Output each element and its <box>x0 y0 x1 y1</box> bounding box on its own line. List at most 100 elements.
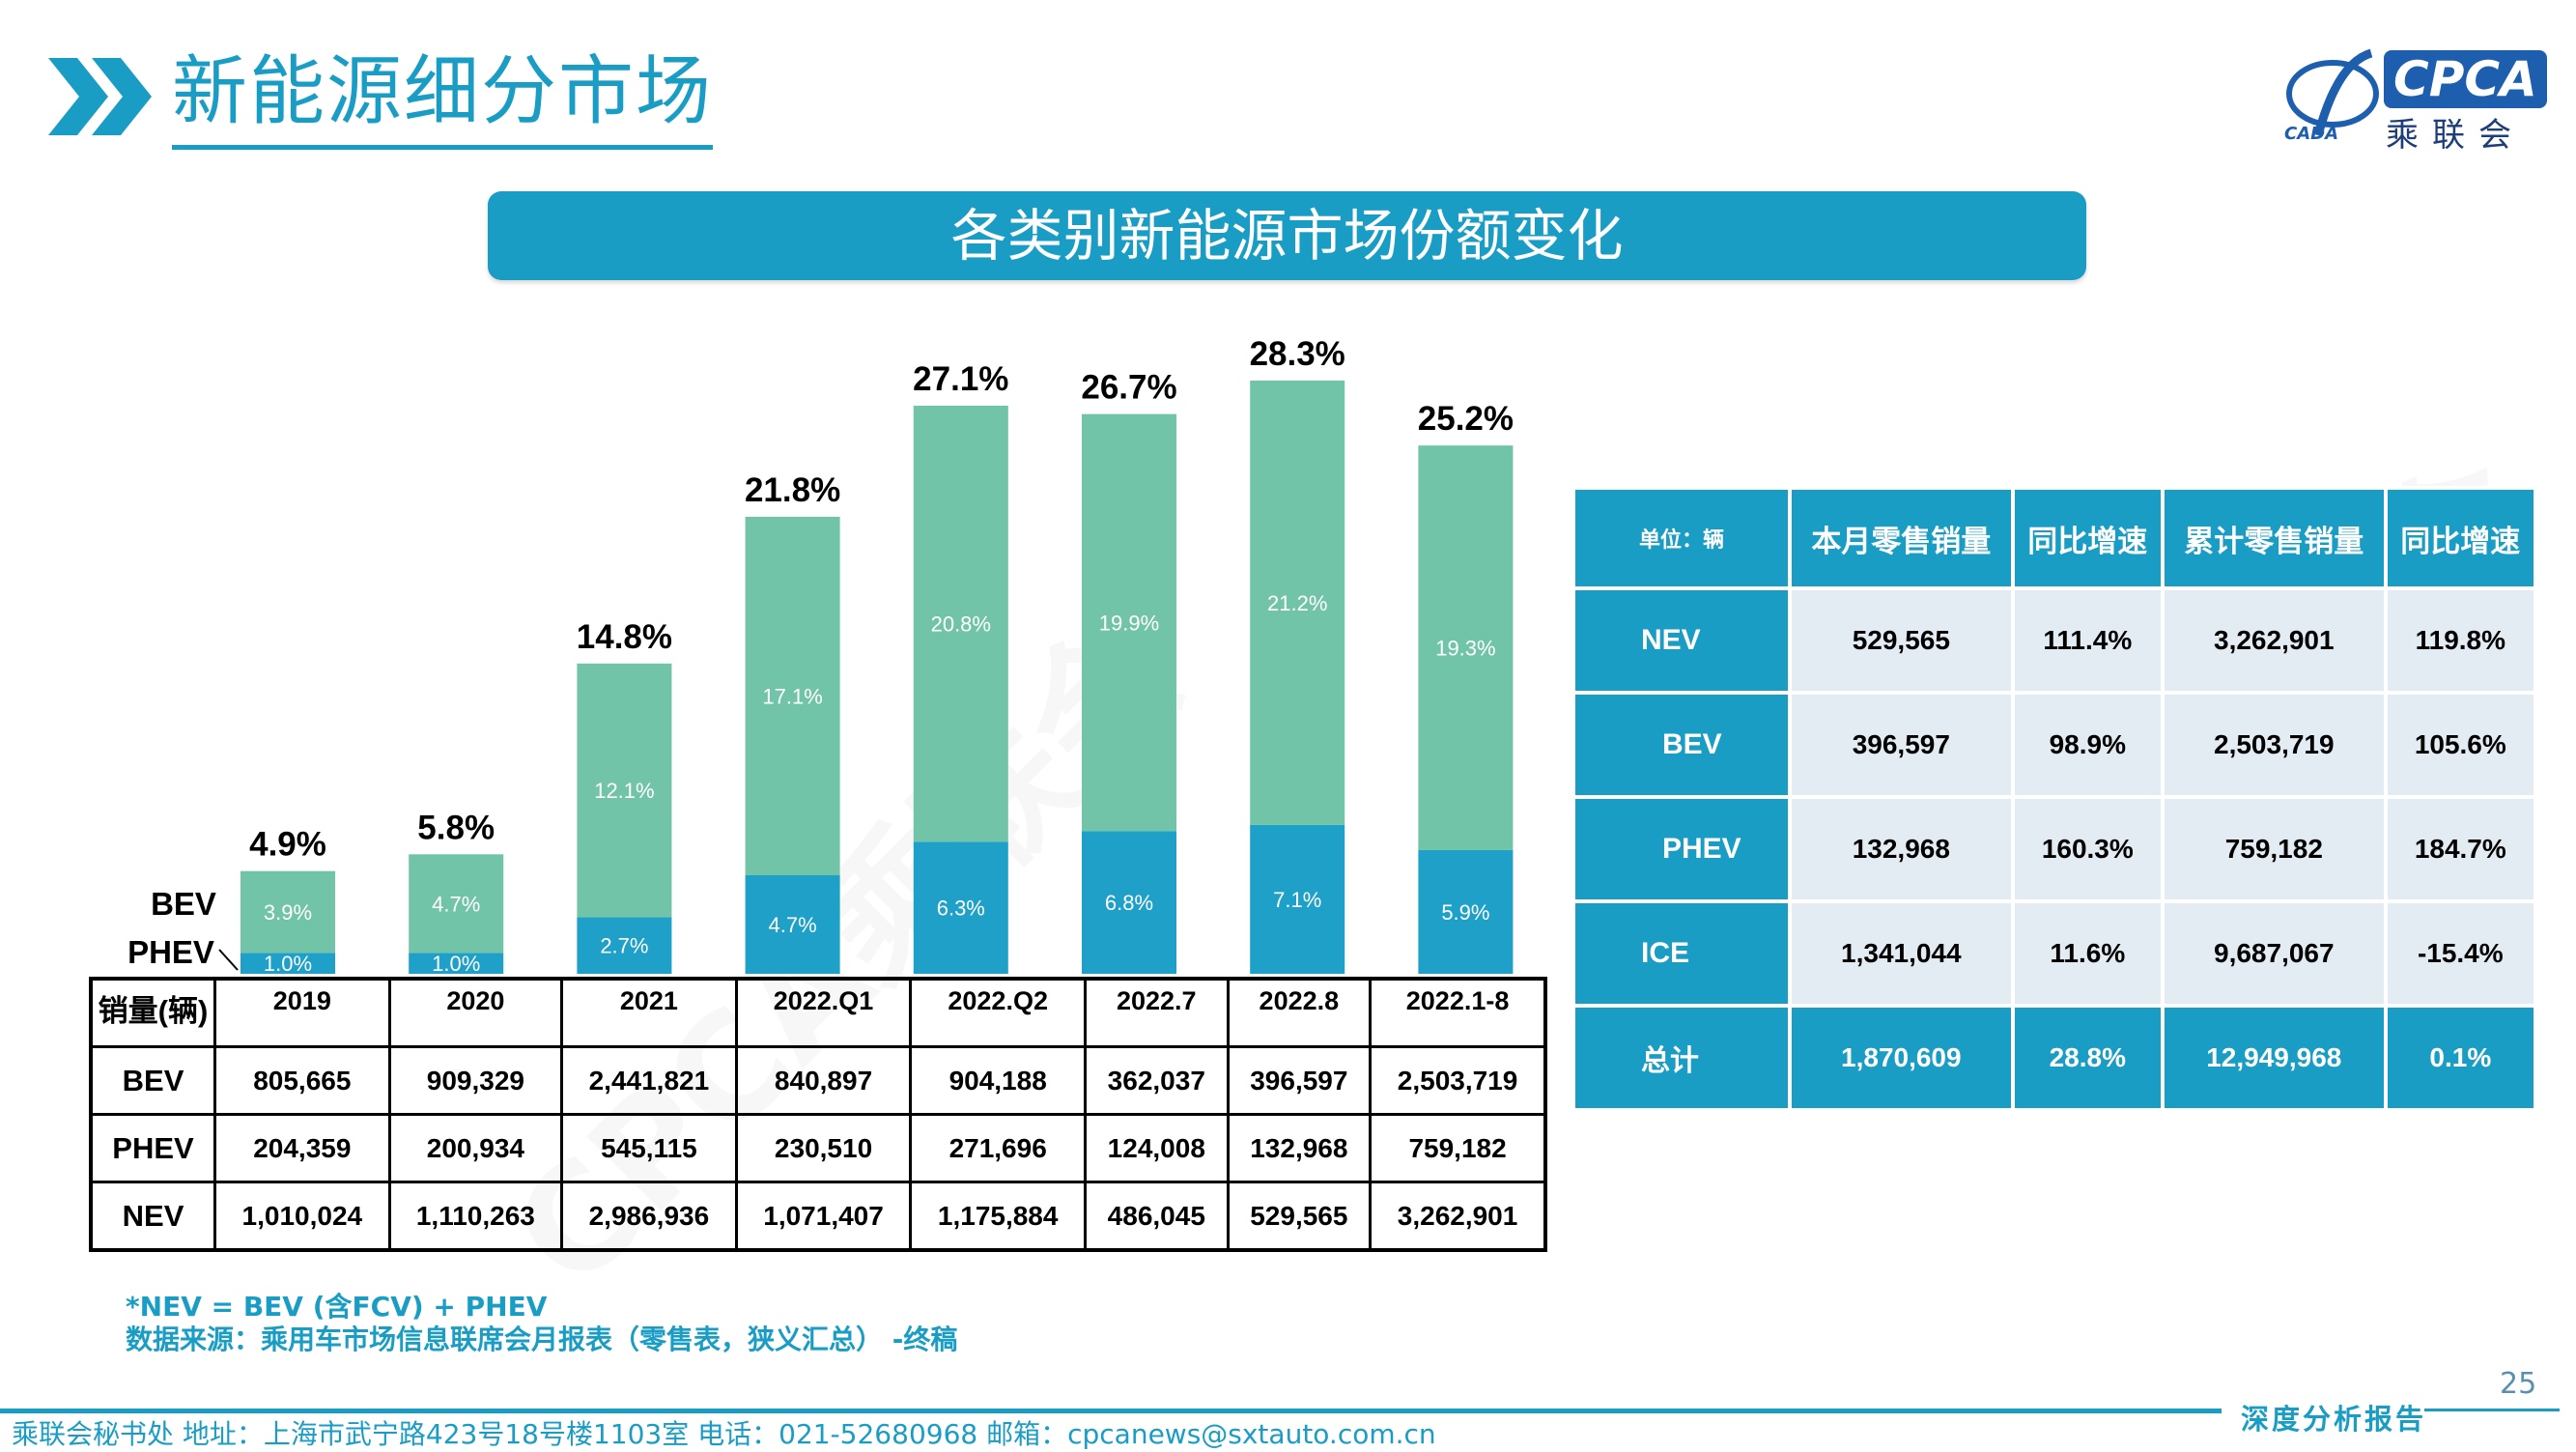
table-cell: 2,503,719 <box>1369 1045 1547 1116</box>
page-title: 新能源细分市场 <box>172 39 714 150</box>
table-cell: 805,665 <box>213 1045 391 1116</box>
data-label-bev: 21.2% <box>1267 591 1327 615</box>
bar-bev <box>745 516 840 876</box>
table-cell: 396,597 <box>1788 691 2015 799</box>
row-label: PHEV <box>1571 795 1792 903</box>
table-row: PHEV 204,359 200,934 545,115 230,510 271… <box>89 1113 1547 1183</box>
column-header: 同比增速 <box>2383 486 2538 590</box>
total-label: 5.8% <box>417 809 495 846</box>
bar-bev <box>913 405 1008 842</box>
page-number: 25 <box>2500 1367 2537 1401</box>
bar-phev <box>913 841 1008 974</box>
column-header: 2022.8 <box>1226 977 1373 1048</box>
table-cell: 545,115 <box>560 1113 738 1183</box>
note-line-source: 数据来源：乘用车市场信息联席会月报表（零售表，狭义汇总） -终稿 <box>126 1324 958 1355</box>
table-cell: 1,870,609 <box>1788 1004 2015 1112</box>
bar-phev <box>1082 831 1176 974</box>
table-cell: 119.8% <box>2383 586 2538 695</box>
table-cell: 1,010,024 <box>213 1181 391 1252</box>
table-cell: 2,986,936 <box>560 1181 738 1252</box>
data-label-bev: 17.1% <box>762 684 822 708</box>
stacked-bar-chart: 1.0% 3.9% 4.9% 1.0% 4.7% 5.8% 2.7% 12.1% 14.8% 4.… <box>127 335 1514 976</box>
footer-tag: 深度分析报告 <box>2241 1403 2427 1436</box>
bar-phev <box>1418 849 1514 974</box>
total-label: 27.1% <box>913 360 1008 398</box>
bar-phev <box>409 953 504 974</box>
data-label-phev: 4.7% <box>769 913 817 937</box>
table-cell: 529,565 <box>1226 1181 1373 1252</box>
legend-bev: BEV <box>151 886 216 922</box>
data-label-bev: 12.1% <box>594 779 654 803</box>
bar-bev <box>241 870 335 954</box>
footer-divider <box>2424 1409 2560 1411</box>
column-header: 2022.1-8 <box>1369 977 1547 1048</box>
table-cell: 12,949,968 <box>2160 1004 2388 1112</box>
table-cell: 362,037 <box>1084 1045 1230 1116</box>
note-line-definition: *NEV = BEV (含FCV) + PHEV <box>126 1291 548 1323</box>
data-label-phev: 1.0% <box>432 952 480 976</box>
bar-phev <box>745 875 840 974</box>
table-cell: 529,565 <box>1788 586 2015 695</box>
row-label: NEV <box>89 1181 216 1252</box>
data-label-bev: 3.9% <box>264 900 312 925</box>
table-total-row: 总计 1,870,609 28.8% 12,949,968 0.1% <box>1571 1004 2538 1112</box>
footer-contact: 乘联会秘书处 地址：上海市武宁路423号18号楼1103室 电话：021-526… <box>12 1418 1436 1450</box>
table-cell: -15.4% <box>2383 899 2538 1008</box>
table-cell: 3,262,901 <box>1369 1181 1547 1252</box>
data-label-phev: 5.9% <box>1441 900 1489 925</box>
table-cell: 200,934 <box>387 1113 564 1183</box>
bar-phev <box>577 917 672 974</box>
table-cell: 396,597 <box>1226 1045 1373 1116</box>
table-cell: 1,341,044 <box>1788 899 2015 1008</box>
total-label: 25.2% <box>1418 400 1514 438</box>
table-cell: 9,687,067 <box>2160 899 2388 1008</box>
logo-text: CPCA <box>2384 50 2547 108</box>
table-row: ICE 1,341,044 11.6% 9,687,067 -15.4% <box>1571 899 2538 1008</box>
table-header-row: 单位：辆 本月零售销量 同比增速 累计零售销量 同比增速 <box>1571 486 2538 590</box>
total-label: 28.3% <box>1250 335 1345 373</box>
table-cell: 1,110,263 <box>387 1181 564 1252</box>
column-header: 本月零售销量 <box>1788 486 2015 590</box>
chart-banner-title: 各类别新能源市场份额变化 <box>488 191 2086 280</box>
table-cell: 98.9% <box>2010 691 2165 799</box>
bar-phev <box>1250 824 1345 974</box>
unit-label: 单位：辆 <box>1571 486 1792 590</box>
table-cell: 230,510 <box>734 1113 913 1183</box>
row-label: BEV <box>89 1045 216 1116</box>
column-header: 2020 <box>387 977 564 1048</box>
data-label-bev: 19.3% <box>1435 637 1495 661</box>
column-header: 2022.7 <box>1084 977 1230 1048</box>
row-label: ICE <box>1571 899 1792 1008</box>
bar-bev <box>1418 445 1514 850</box>
table-cell: 184.7% <box>2383 795 2538 903</box>
table-cell: 3,262,901 <box>2160 586 2388 695</box>
table-row: NEV 529,565 111.4% 3,262,901 119.8% <box>1571 586 2538 695</box>
table-corner-label: 销量(辆) <box>89 977 216 1048</box>
row-label: NEV <box>1571 586 1792 695</box>
table-cell: 0.1% <box>2383 1004 2538 1112</box>
bar-bev <box>1082 413 1176 832</box>
table-row: BEV 805,665 909,329 2,441,821 840,897 90… <box>89 1045 1547 1116</box>
sales-volume-table: 销量(辆) 2019 2020 2021 2022.Q1 2022.Q2 202… <box>89 977 1547 1252</box>
logo-ext: CADA <box>2284 124 2339 144</box>
table-cell: 111.4% <box>2010 586 2165 695</box>
chevron-double-icon <box>48 58 152 135</box>
table-cell: 1,175,884 <box>909 1181 1087 1252</box>
table-cell: 132,968 <box>1226 1113 1373 1183</box>
table-cell: 1,071,407 <box>734 1181 913 1252</box>
table-header-row: 销量(辆) 2019 2020 2021 2022.Q1 2022.Q2 202… <box>89 977 1547 1048</box>
legend-leader-line <box>218 949 239 971</box>
bar-phev <box>241 953 335 974</box>
legend-phev: PHEV <box>127 934 214 970</box>
table-cell: 904,188 <box>909 1045 1087 1116</box>
table-row: BEV 396,597 98.9% 2,503,719 105.6% <box>1571 691 2538 799</box>
total-label: 14.8% <box>577 618 672 656</box>
table-cell: 11.6% <box>2010 899 2165 1008</box>
column-header: 同比增速 <box>2010 486 2165 590</box>
retail-summary-table: 单位：辆 本月零售销量 同比增速 累计零售销量 同比增速 NEV 529,565… <box>1571 486 2538 1112</box>
table-cell: 759,182 <box>1369 1113 1547 1183</box>
data-label-phev: 1.0% <box>264 952 312 976</box>
table-cell: 28.8% <box>2010 1004 2165 1112</box>
data-label-phev: 2.7% <box>600 934 648 958</box>
column-header: 累计零售销量 <box>2160 486 2388 590</box>
